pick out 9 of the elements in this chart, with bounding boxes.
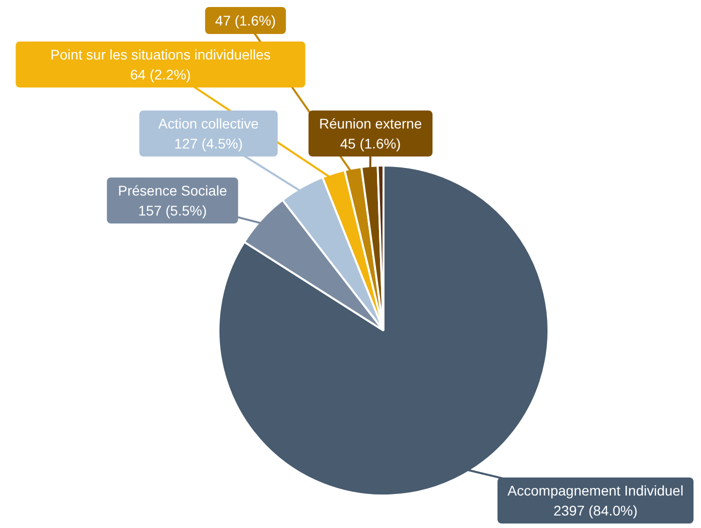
data-label: 47 (1.6%) bbox=[215, 12, 276, 28]
slice-label: Présence Sociale bbox=[118, 182, 228, 198]
data-label: 64 (2.2%) bbox=[130, 66, 191, 82]
data-label: 127 (4.5%) bbox=[174, 136, 243, 152]
slice-label: Point sur les situations individuelles bbox=[50, 46, 271, 62]
data-label: 2397 (84.0%) bbox=[553, 502, 638, 518]
slice-label: Action collective bbox=[158, 116, 259, 132]
slice-label: Réunion externe bbox=[319, 116, 422, 132]
data-label: 45 (1.6%) bbox=[340, 136, 401, 152]
